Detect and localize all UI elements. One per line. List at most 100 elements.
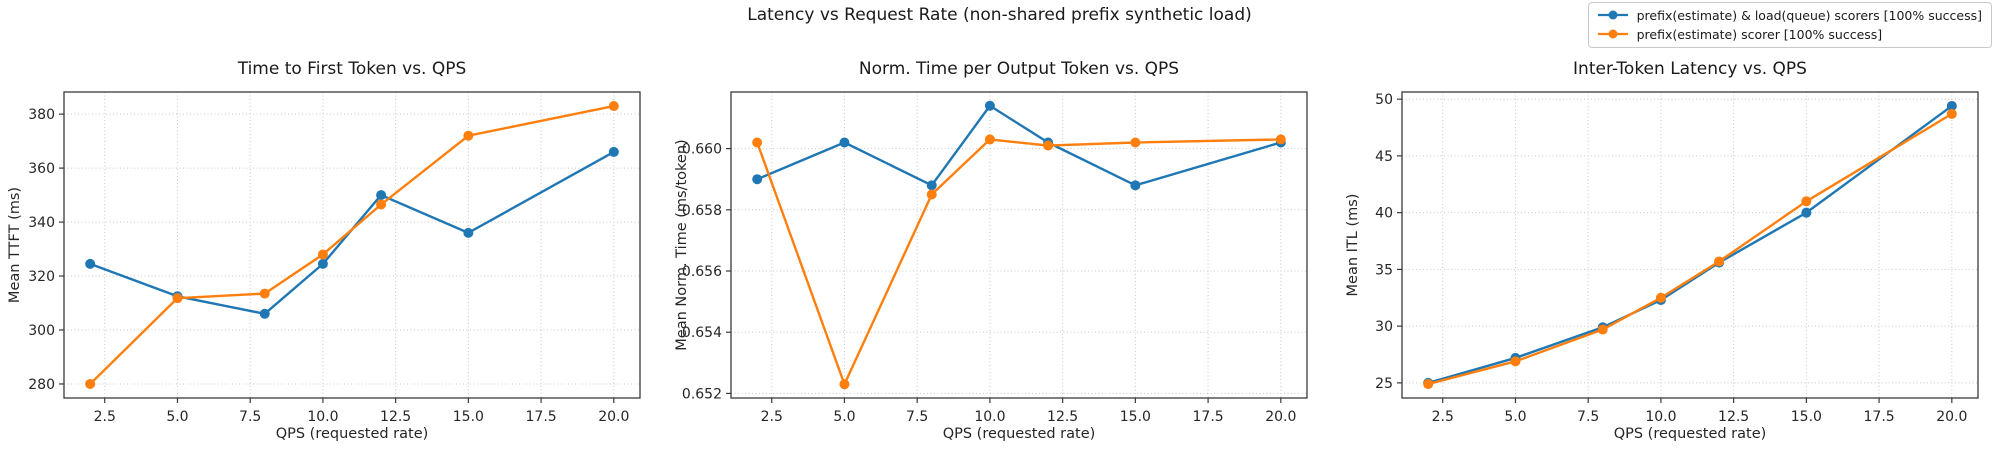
data-point-marker (1423, 379, 1434, 390)
data-point-marker (608, 146, 619, 157)
x-tick-label: 20.0 (1936, 409, 1967, 425)
y-tick-label: 320 (28, 269, 55, 285)
data-point-marker (1801, 207, 1812, 218)
y-tick-label: 0.656 (682, 264, 722, 280)
data-point-marker (1655, 292, 1666, 303)
data-point-marker (608, 101, 619, 112)
data-point-marker (85, 378, 96, 389)
y-tick-label: 280 (28, 377, 55, 393)
x-tick-label: 2.5 (94, 409, 116, 425)
data-point-marker (376, 190, 387, 201)
x-tick-label: 2.5 (1432, 409, 1454, 425)
data-point-marker (317, 258, 328, 269)
data-point-marker (172, 293, 183, 304)
plot-border (730, 91, 1308, 399)
y-tick-label: 300 (28, 323, 55, 339)
x-tick-label: 7.5 (1577, 409, 1599, 425)
legend-line-marker-icon (1597, 29, 1628, 39)
y-tick-label: 45 (1375, 149, 1393, 165)
data-point-marker (259, 308, 270, 319)
data-point-marker (1946, 108, 1957, 119)
y-tick-label: 340 (28, 215, 55, 231)
x-axis-label: QPS (requested rate) (275, 426, 429, 442)
x-tick-label: 5.0 (1504, 409, 1526, 425)
data-point-marker (984, 100, 995, 111)
data-point-marker (752, 174, 763, 185)
x-tick-label: 17.5 (526, 409, 557, 425)
plot-area: 2.5 5.0 7.5 10.0 12.5 15.0 17.5 20.0 0.652 0.654 0… (682, 91, 1308, 425)
data-point-marker (259, 288, 270, 299)
y-tick-label: 380 (28, 107, 55, 123)
legend-box: prefix(estimate) & load(queue) scorers [… (1587, 2, 1992, 48)
y-tick-label: 0.658 (682, 203, 722, 219)
data-point-marker (376, 199, 387, 210)
x-tick-label: 15.0 (1791, 409, 1822, 425)
data-point-marker (839, 379, 850, 390)
data-point-marker (984, 134, 995, 145)
data-point-marker (839, 137, 850, 148)
data-point-marker (85, 258, 96, 269)
x-tick-label: 20.0 (1265, 409, 1296, 425)
y-tick-label: 0.660 (682, 142, 722, 158)
x-tick-label: 15.0 (1120, 409, 1151, 425)
subplot-ntpot: Norm. Time per Output Token vs. QPS Mean… (667, 55, 1327, 458)
x-tick-label: 2.5 (761, 409, 783, 425)
y-tick-label: 40 (1375, 206, 1393, 222)
series-line (88, 150, 616, 316)
x-tick-label: 5.0 (833, 409, 855, 425)
y-tick-label: 25 (1375, 376, 1393, 392)
plot-area: 2.5 5.0 7.5 10.0 12.5 15.0 17.5 20.0 280 300 320 34… (28, 91, 641, 425)
data-point-marker (1130, 180, 1141, 191)
data-point-marker (1801, 196, 1812, 207)
data-point-marker (1043, 140, 1054, 151)
x-tick-label: 15.0 (453, 409, 484, 425)
x-tick-label: 5.0 (166, 409, 188, 425)
x-axis-label: QPS (requested rate) (1613, 426, 1767, 442)
legend-label: prefix(estimate) & load(queue) scorers [… (1636, 7, 1982, 23)
series-line (88, 104, 616, 386)
legend-label: prefix(estimate) scorer [100% success] (1636, 26, 1883, 42)
plot-border (63, 91, 641, 399)
series-line (755, 138, 1283, 386)
x-tick-label: 10.0 (307, 409, 338, 425)
data-point-marker (926, 189, 937, 200)
y-tick-label: 50 (1375, 92, 1393, 108)
x-tick-label: 17.5 (1864, 409, 1895, 425)
x-tick-label: 7.5 (239, 409, 261, 425)
x-tick-label: 17.5 (1193, 409, 1224, 425)
data-point-marker (1597, 324, 1608, 335)
data-point-marker (1130, 137, 1141, 148)
x-tick-label: 7.5 (906, 409, 928, 425)
subplot-itl: Inter-Token Latency vs. QPS Mean ITL (ms… (1338, 55, 1998, 458)
data-point-marker (1275, 134, 1286, 145)
y-tick-label: 0.652 (682, 386, 722, 402)
data-point-marker (1714, 256, 1725, 267)
x-tick-label: 20.0 (598, 409, 629, 425)
legend-item-blue-series: prefix(estimate) & load(queue) scorers [… (1596, 6, 1982, 24)
plot-area: 2.5 5.0 7.5 10.0 12.5 15.0 17.5 20.0 25 30 35 40 45 5… (1375, 91, 1979, 425)
data-point-marker (463, 130, 474, 141)
data-point-marker (752, 137, 763, 148)
series-line (1426, 104, 1954, 385)
plot-border (1401, 91, 1979, 399)
x-tick-label: 12.5 (1718, 409, 1749, 425)
legend-line-marker-icon (1597, 10, 1628, 20)
data-point-marker (463, 227, 474, 238)
y-tick-label: 35 (1375, 262, 1393, 278)
subplot-title: Norm. Time per Output Token vs. QPS (858, 59, 1180, 79)
x-tick-label: 12.5 (1047, 409, 1078, 425)
data-point-marker (1946, 100, 1957, 111)
x-tick-label: 10.0 (1645, 409, 1676, 425)
legend-item-orange-series: prefix(estimate) scorer [100% success] (1596, 25, 1982, 43)
data-point-marker (317, 249, 328, 260)
data-point-marker (1510, 356, 1521, 367)
x-tick-label: 12.5 (380, 409, 411, 425)
subplot-ttft: Time to First Token vs. QPS Mean TTFT (m… (0, 55, 660, 458)
series-line (755, 104, 1283, 187)
y-tick-label: 0.654 (682, 325, 722, 341)
y-tick-label: 30 (1375, 319, 1393, 335)
subplot-title: Time to First Token vs. QPS (237, 59, 467, 79)
series-line (1426, 112, 1954, 386)
data-point-marker (926, 180, 937, 191)
